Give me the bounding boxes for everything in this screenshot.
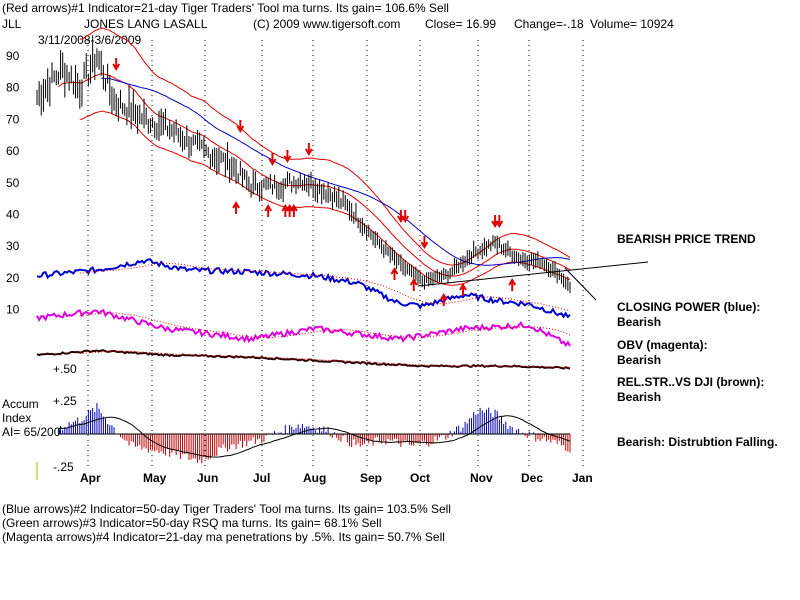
copyright-text: (C) 2009 www.tigersoft.com xyxy=(253,17,401,31)
obv-line xyxy=(36,308,571,348)
index-label: Index xyxy=(2,411,32,425)
obv-label: OBV (magenta): xyxy=(617,338,708,352)
rel-strength-label: REL.STR..VS DJI (brown): xyxy=(617,375,765,389)
buy-arrow-head xyxy=(232,201,240,209)
month-tick-label: Aug xyxy=(303,471,326,485)
rel-strength-tick: +.50 xyxy=(53,362,77,376)
rel-strength-ma xyxy=(79,350,570,368)
price-tick-label: 60 xyxy=(6,144,20,158)
close-value: Close= 16.99 xyxy=(425,17,497,31)
bearish-trend-label: BEARISH PRICE TREND xyxy=(617,232,756,246)
volume-value: Volume= 10924 xyxy=(590,17,674,31)
rel-strength-value: Bearish xyxy=(617,390,662,404)
closing-power-label: CLOSING POWER (blue): xyxy=(617,300,761,314)
obv-value: Bearish xyxy=(617,353,662,367)
sell-arrow-head xyxy=(268,158,277,166)
header-indicator-line: (Red arrows)#1 Indicator=21-day Tiger Tr… xyxy=(2,1,449,15)
closing-power-value: Bearish xyxy=(617,315,662,329)
price-tick-label: 80 xyxy=(6,81,20,95)
footer-green-arrows: (Green arrows)#3 Indicator=50-day RSQ ma… xyxy=(2,516,382,530)
buy-arrow-head xyxy=(439,293,448,301)
price-tick-label: 70 xyxy=(6,112,20,126)
price-tick-label: 30 xyxy=(6,239,20,253)
month-tick-label: Apr xyxy=(80,471,101,485)
buy-arrow-head xyxy=(264,204,273,212)
closing-power-ma xyxy=(79,262,571,312)
buy-arrow-head xyxy=(390,267,399,275)
price-tick-label: 90 xyxy=(6,49,20,63)
upper-band-line xyxy=(79,27,571,266)
footer-blue-arrows: (Blue arrows)#2 Indicator=50-day Tiger T… xyxy=(2,502,451,516)
company-name: JONES LANG LASALL xyxy=(84,17,208,31)
lower-band-line xyxy=(79,110,571,286)
footer-magenta-arrows: (Magenta arrows)#4 Indicator=21-day ma p… xyxy=(2,530,445,544)
month-tick-label: May xyxy=(143,471,167,485)
sell-arrow-head xyxy=(420,241,429,249)
buy-arrow-head xyxy=(409,278,418,286)
month-tick-label: Oct xyxy=(410,471,430,485)
sell-arrow-head xyxy=(495,220,504,228)
price-tick-label: 50 xyxy=(6,176,20,190)
ai-value: AI= 65/200 xyxy=(2,425,61,439)
sell-arrow-head xyxy=(304,148,313,156)
month-tick-label: Jul xyxy=(253,471,270,485)
month-tick-label: Nov xyxy=(470,471,493,485)
trend-line xyxy=(417,261,649,287)
month-tick-label: Jun xyxy=(197,471,218,485)
sell-arrow-head xyxy=(236,125,245,133)
buy-arrow-head xyxy=(508,278,517,286)
trend-line-steep xyxy=(564,267,597,301)
month-tick-label: Dec xyxy=(521,471,543,485)
sell-arrow-head xyxy=(112,63,121,71)
ma50-line xyxy=(101,77,571,266)
price-tick-label: 40 xyxy=(6,208,20,222)
sell-arrow-head xyxy=(401,215,410,223)
change-value: Change=-.18 xyxy=(514,17,584,31)
month-tick-label: Jan xyxy=(572,471,593,485)
price-tick-label: 20 xyxy=(6,271,20,285)
accum-tick-top: +.25 xyxy=(53,394,77,408)
date-range: 3/11/2008-3/6/2009 xyxy=(38,33,142,47)
buy-arrow-head xyxy=(459,283,467,291)
sell-arrow-head xyxy=(283,155,292,163)
ticker-symbol: JLL xyxy=(2,17,22,31)
accum-ma-line xyxy=(58,415,571,458)
accum-tick-bottom: -.25 xyxy=(53,460,74,474)
month-tick-label: Sep xyxy=(360,471,382,485)
price-tick-label: 10 xyxy=(6,303,20,317)
buy-arrow-head xyxy=(290,204,298,212)
accum-status-label: Bearish: Distrubtion Falling. xyxy=(617,435,778,449)
accum-label: Accum xyxy=(2,397,39,411)
closing-power-line xyxy=(36,258,571,319)
rel-strength-line xyxy=(36,349,571,370)
